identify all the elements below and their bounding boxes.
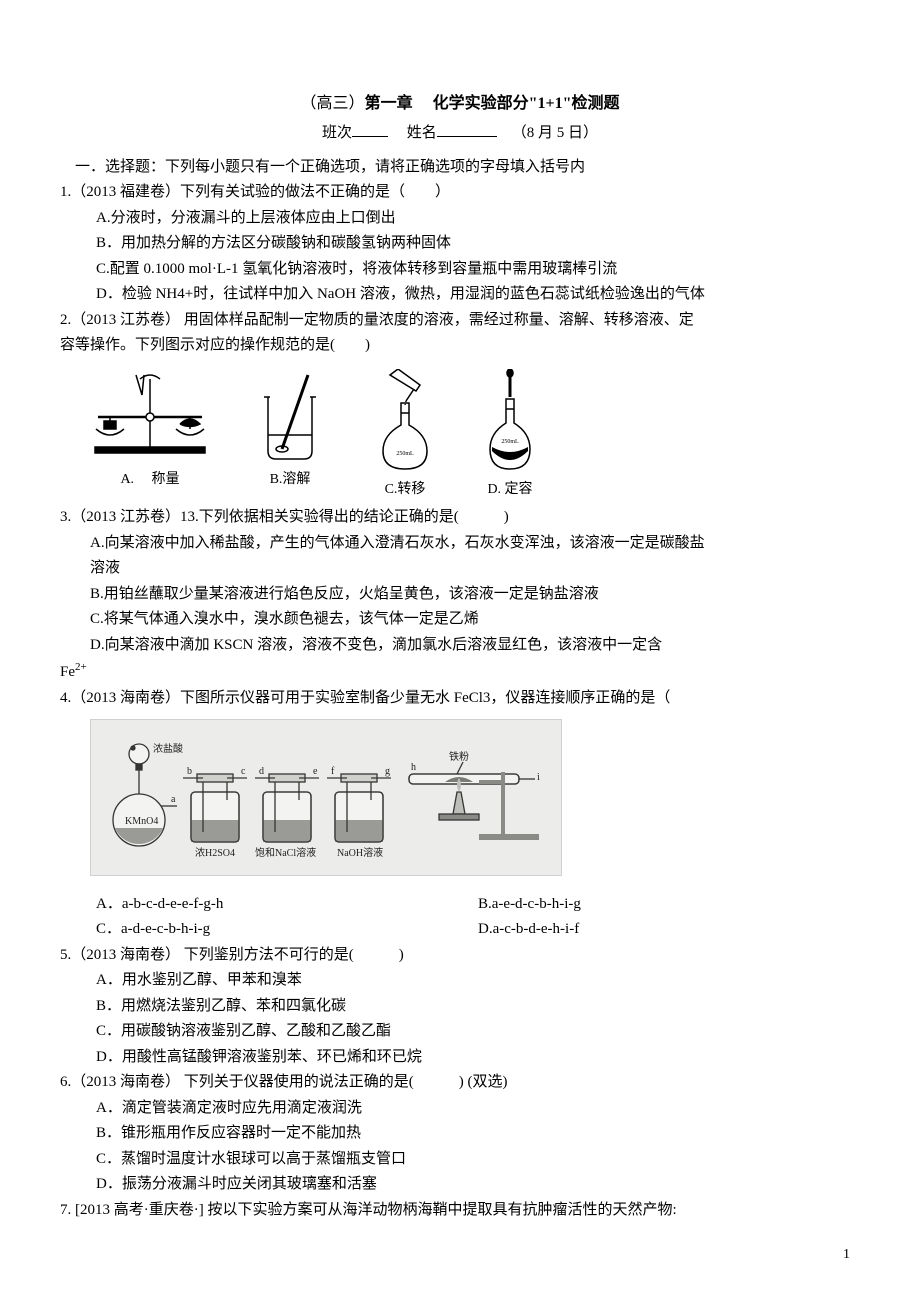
- svg-text:h: h: [411, 762, 416, 773]
- svg-text:NaOH溶液: NaOH溶液: [337, 846, 383, 859]
- svg-text:g: g: [385, 766, 390, 777]
- svg-text:b: b: [187, 766, 192, 777]
- q2-cap-d: D. 定容: [480, 478, 540, 502]
- q2-fig-a: A. 称量: [90, 369, 210, 502]
- q2-cap-b: B.溶解: [250, 468, 330, 492]
- svg-text:c: c: [241, 766, 246, 777]
- section1-heading: 一．选择题：下列每小题只有一个正确选项，请将正确选项的字母填入括号内: [60, 155, 860, 181]
- q3-stem: 3.（2013 江苏卷）13.下列依据相关实验得出的结论正确的是( ): [60, 505, 860, 531]
- subtitle-row: 班次 姓名 （8 月 5 日）: [60, 121, 860, 147]
- q2-fig-d: 250mL D. 定容: [480, 369, 540, 502]
- q5-b: B．用燃烧法鉴别乙醇、苯和四氯化碳: [60, 994, 860, 1020]
- q1-a: A.分液时，分液漏斗的上层液体应由上口倒出: [60, 206, 860, 232]
- q2-stem-1: 2.（2013 江苏卷） 用固体样品配制一定物质的量浓度的溶液，需经过称量、溶解…: [60, 308, 860, 334]
- q4-d: D.a-c-b-d-e-h-i-f: [478, 917, 860, 943]
- page-number: 1: [60, 1243, 860, 1267]
- q2-fig-c: 250mL C.转移: [370, 369, 440, 502]
- q2-cap-a: A. 称量: [90, 468, 210, 492]
- svg-text:i: i: [537, 772, 540, 783]
- svg-text:d: d: [259, 766, 264, 777]
- q5-stem: 5.（2013 海南卷） 下列鉴别方法不可行的是( ): [60, 943, 860, 969]
- q6-b: B．锥形瓶用作反应容器时一定不能加热: [60, 1121, 860, 1147]
- title-main: 第一章 化学实验部分"1+1"检测题: [365, 95, 620, 112]
- q4-apparatus: KMnO4 浓盐酸 a b c 浓H2SO4: [90, 719, 562, 876]
- q4-a: A．a-b-c-d-e-e-f-g-h: [96, 892, 478, 918]
- q6-a: A．滴定管装滴定液时应先用滴定液润洗: [60, 1096, 860, 1122]
- q2-figures: A. 称量 B.溶解 250mL: [90, 369, 860, 502]
- svg-text:250mL: 250mL: [501, 439, 519, 445]
- q5-d: D．用酸性高锰酸钾溶液鉴别苯、环已烯和环已烷: [60, 1045, 860, 1071]
- q3-a-2: 溶液: [60, 556, 860, 582]
- q4-c: C．a-d-e-c-b-h-i-g: [96, 917, 478, 943]
- q1-c: C.配置 0.1000 mol·L-1 氢氧化钠溶液时，将液体转移到容量瓶中需用…: [60, 257, 860, 283]
- q2-fig-b: B.溶解: [250, 369, 330, 502]
- q6-stem: 6.（2013 海南卷） 下列关于仪器使用的说法正确的是( ) (双选): [60, 1070, 860, 1096]
- svg-text:e: e: [313, 766, 318, 777]
- class-blank[interactable]: [352, 122, 388, 137]
- q3-d-2: Fe2+: [60, 658, 860, 686]
- q1-b: B．用加热分解的方法区分碳酸钠和碳酸氢钠两种固体: [60, 231, 860, 257]
- q2-stem-2: 容等操作。下列图示对应的操作规范的是( ): [60, 333, 860, 359]
- name-blank[interactable]: [437, 122, 497, 137]
- svg-text:浓盐酸: 浓盐酸: [153, 742, 183, 755]
- svg-text:铁粉: 铁粉: [449, 750, 469, 763]
- q4-stem: 4.（2013 海南卷）下图所示仪器可用于实验室制备少量无水 FeCl3，仪器连…: [60, 686, 860, 712]
- svg-text:250mL: 250mL: [396, 451, 414, 457]
- svg-text:浓H2SO4: 浓H2SO4: [195, 847, 235, 859]
- page-title: （高三）第一章 化学实验部分"1+1"检测题: [60, 90, 860, 117]
- q3-b: B.用铂丝蘸取少量某溶液进行焰色反应，火焰呈黄色，该溶液一定是钠盐溶液: [60, 582, 860, 608]
- q3-c: C.将某气体通入溴水中，溴水颜色褪去，该气体一定是乙烯: [60, 607, 860, 633]
- q6-c: C．蒸馏时温度计水银球可以高于蒸馏瓶支管口: [60, 1147, 860, 1173]
- q1-d: D．检验 NH4+时，往试样中加入 NaOH 溶液，微热，用湿润的蓝色石蕊试纸检…: [60, 282, 860, 308]
- q4-b: B.a-e-d-c-b-h-i-g: [478, 892, 860, 918]
- q3-d-1: D.向某溶液中滴加 KSCN 溶液，溶液不变色，滴加氯水后溶液显红色，该溶液中一…: [60, 633, 860, 659]
- q6-d: D．振荡分液漏斗时应关闭其玻璃塞和活塞: [60, 1172, 860, 1198]
- q5-c: C．用碳酸钠溶液鉴别乙醇、乙酸和乙酸乙酯: [60, 1019, 860, 1045]
- date-text: （8 月 5 日）: [512, 125, 598, 141]
- svg-text:a: a: [171, 794, 176, 805]
- title-prefix: （高三）: [301, 95, 365, 112]
- q4-options: A．a-b-c-d-e-e-f-g-h C．a-d-e-c-b-h-i-g B.…: [60, 892, 860, 943]
- svg-text:KMnO4: KMnO4: [125, 816, 158, 827]
- q3-a-1: A.向某溶液中加入稀盐酸，产生的气体通入澄清石灰水，石灰水变浑浊，该溶液一定是碳…: [60, 531, 860, 557]
- class-label: 班次: [322, 125, 352, 141]
- svg-text:饱和NaCl溶液: 饱和NaCl溶液: [255, 846, 316, 859]
- q1-stem: 1.（2013 福建卷）下列有关试验的做法不正确的是（ ）: [60, 180, 860, 206]
- q7-stem: 7. [2013 高考·重庆卷·] 按以下实验方案可从海洋动物柄海鞘中提取具有抗…: [60, 1198, 860, 1224]
- name-label: 姓名: [407, 125, 437, 141]
- q2-cap-c: C.转移: [370, 478, 440, 502]
- q5-a: A．用水鉴别乙醇、甲苯和溴苯: [60, 968, 860, 994]
